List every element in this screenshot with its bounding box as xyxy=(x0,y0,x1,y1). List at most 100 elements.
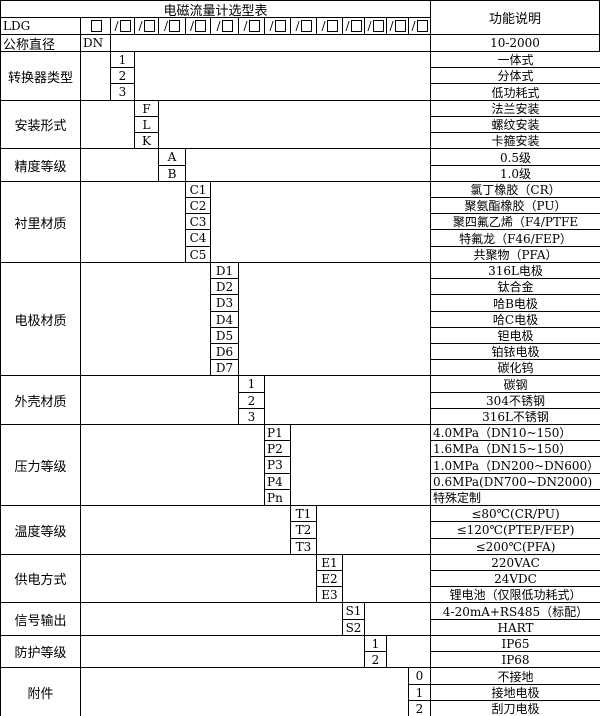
option-code: C4 xyxy=(185,229,211,247)
option-code: C3 xyxy=(185,213,211,230)
nominal-desc: 10-2000 xyxy=(430,34,600,52)
group-blank-right xyxy=(386,635,431,668)
option-code: T3 xyxy=(290,538,317,555)
option-code: D3 xyxy=(210,294,239,312)
model-slot: / xyxy=(342,17,365,35)
slot-box-icon xyxy=(326,20,338,32)
option-desc: 316L不锈钢 xyxy=(430,408,600,425)
option-desc: 碳钢 xyxy=(430,375,600,393)
group-blank-right xyxy=(185,148,431,182)
group-blank-right xyxy=(210,181,431,263)
option-desc: 特殊定制 xyxy=(430,489,600,506)
group-label: 信号输出 xyxy=(0,602,81,636)
slot-separator: / xyxy=(321,19,326,33)
option-desc: 钽电极 xyxy=(430,327,600,344)
group-blank-left xyxy=(80,602,343,636)
option-code: 3 xyxy=(110,83,135,101)
option-desc: ≤80℃(CR/PU) xyxy=(430,505,600,522)
option-desc: ≤120℃(PTEP/FEP) xyxy=(430,521,600,539)
slot-box-icon xyxy=(274,20,286,32)
slot-separator: / xyxy=(243,19,248,33)
option-code: E3 xyxy=(316,586,343,603)
model-prefix: LDG xyxy=(0,17,81,35)
option-code: 1 xyxy=(110,51,135,68)
group-blank-right xyxy=(134,51,431,101)
option-code: K xyxy=(134,132,159,149)
option-desc: 锂电池（仅限低功耗式） xyxy=(430,586,600,603)
table-title: 电磁流量计选型表 xyxy=(0,0,431,18)
slot-separator: / xyxy=(163,19,169,33)
option-desc: 刮刀电极 xyxy=(430,700,600,716)
option-code: P1 xyxy=(264,424,291,441)
group-blank-right xyxy=(264,375,431,425)
group-label: 电极材质 xyxy=(0,262,81,376)
group-label: 转换器类型 xyxy=(0,51,81,101)
option-code: 2 xyxy=(408,700,431,716)
slot-separator: / xyxy=(189,19,195,33)
option-desc: HART xyxy=(430,619,600,636)
option-desc: 4-20mA+RS485（标配） xyxy=(430,602,600,620)
option-code: S1 xyxy=(342,602,365,620)
slot-box-icon xyxy=(372,20,384,32)
slot-separator: / xyxy=(269,19,274,33)
slot-box-icon xyxy=(416,20,428,32)
slot-box-icon xyxy=(300,20,312,32)
group-blank-right xyxy=(316,505,431,555)
option-code: 0 xyxy=(408,667,431,685)
slot-box-icon xyxy=(248,20,260,32)
option-desc: 法兰安装 xyxy=(430,100,600,117)
option-desc: 聚氨酯橡胶（PU） xyxy=(430,197,600,214)
model-slot: / xyxy=(264,17,291,35)
option-code: P3 xyxy=(264,456,291,474)
group-label: 外壳材质 xyxy=(0,375,81,425)
slot-separator: / xyxy=(295,19,300,33)
group-blank-left xyxy=(80,424,265,506)
option-desc: 接地电极 xyxy=(430,684,600,701)
option-desc: 低功耗式 xyxy=(430,83,600,101)
option-desc: IP65 xyxy=(430,635,600,652)
option-desc: ≤200℃(PFA) xyxy=(430,538,600,555)
model-slot: / xyxy=(110,17,135,35)
model-slot-box xyxy=(80,17,111,35)
group-blank-left xyxy=(80,667,409,716)
group-blank-left xyxy=(80,635,365,668)
group-label: 压力等级 xyxy=(0,424,81,506)
function-header: 功能说明 xyxy=(430,0,600,35)
option-code: E1 xyxy=(316,554,343,571)
option-desc: 卡箍安装 xyxy=(430,132,600,149)
group-blank-right xyxy=(158,100,431,149)
slot-box-icon xyxy=(195,20,207,32)
option-code: 3 xyxy=(238,408,265,425)
option-code: 1 xyxy=(408,684,431,701)
option-desc: 不接地 xyxy=(430,667,600,685)
option-desc: 钛合金 xyxy=(430,278,600,295)
option-code: C2 xyxy=(185,197,211,214)
group-blank-left xyxy=(80,51,111,101)
model-slot: / xyxy=(364,17,387,35)
option-desc: 1.0MPa（DN200~DN600） xyxy=(430,456,600,474)
option-desc: 分体式 xyxy=(430,67,600,84)
option-desc: 0.6MPa(DN700~DN2000) xyxy=(430,473,600,490)
option-code: T2 xyxy=(290,521,317,539)
option-desc: IP68 xyxy=(430,651,600,668)
slot-separator: / xyxy=(411,19,416,33)
group-label: 防护等级 xyxy=(0,635,81,668)
group-blank-right xyxy=(290,424,431,506)
option-code: D2 xyxy=(210,278,239,295)
group-blank-left xyxy=(80,181,186,263)
slot-box-icon xyxy=(119,20,131,32)
option-desc: 一体式 xyxy=(430,51,600,68)
option-code: 1 xyxy=(238,375,265,393)
model-slot: / xyxy=(134,17,159,35)
group-blank-left xyxy=(80,262,211,376)
group-blank-right xyxy=(364,602,431,636)
group-label: 温度等级 xyxy=(0,505,81,555)
option-code: B xyxy=(158,165,186,182)
option-desc: 24VDC xyxy=(430,570,600,587)
model-slot: / xyxy=(386,17,409,35)
slot-separator: / xyxy=(114,19,119,33)
option-code: D1 xyxy=(210,262,239,279)
group-blank-left xyxy=(80,375,239,425)
group-label: 附件 xyxy=(0,667,81,716)
